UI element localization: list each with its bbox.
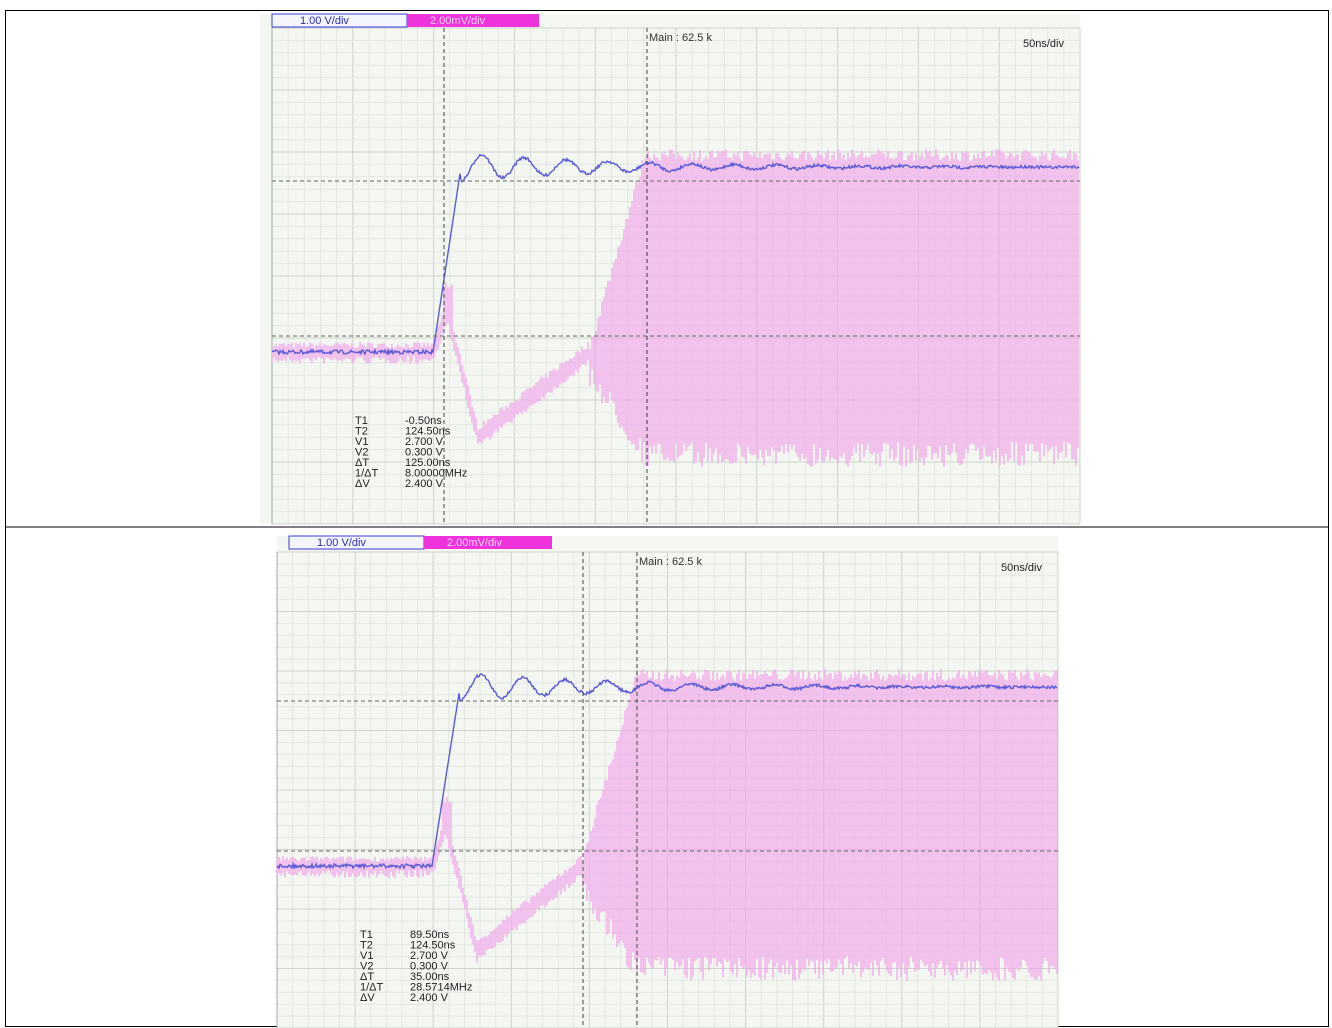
timebase: 50ns/div [1001, 562, 1042, 574]
measure-value: 2.400 V [410, 992, 449, 1004]
document: 1.00 V/div 2.00mV/div Main : 62.5 k 50ns/di… [0, 0, 1332, 1028]
scope-screen: 1.00 V/div 2.00mV/div Main : 62.5 k 50ns/di… [260, 14, 1080, 524]
measure-value: 2.400 V [405, 478, 444, 490]
measure-label: ΔV [360, 992, 375, 1004]
main-label: Main : 62.5 k [649, 32, 712, 44]
measure-label: ΔV [355, 478, 370, 490]
main-label: Main : 62.5 k [639, 556, 702, 568]
channel-1-label: 1.00 V/div [300, 15, 349, 27]
channel-1-label: 1.00 V/div [317, 537, 366, 549]
channel-2-label: 2.00mV/div [430, 15, 486, 27]
channel-2-label: 2.00mV/div [447, 537, 503, 549]
scope-screen: 1.00 V/div 2.00mV/div Main : 62.5 k 50ns/di… [277, 536, 1058, 1028]
timebase: 50ns/div [1023, 38, 1064, 50]
